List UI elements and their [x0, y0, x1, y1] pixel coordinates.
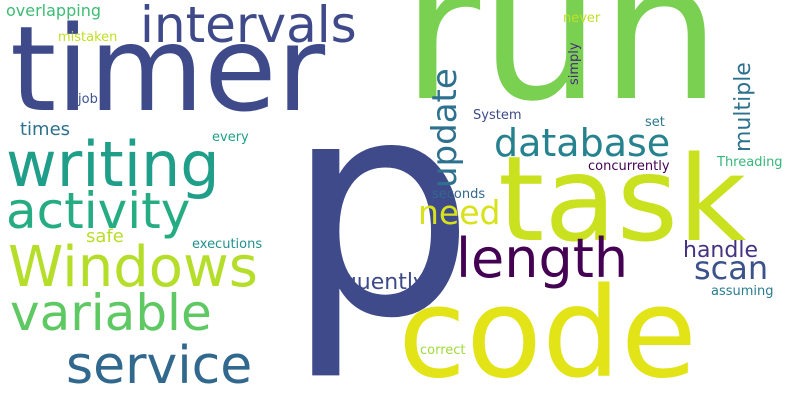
word-need: need	[418, 193, 501, 232]
word-frequently: frequently	[313, 270, 426, 295]
word-handle: handle	[683, 238, 758, 263]
word-mistaken: mistaken	[58, 30, 118, 45]
word-executions: executions	[192, 237, 263, 252]
word-service: service	[66, 336, 253, 396]
word-times: times	[20, 119, 71, 140]
word-never: never	[563, 11, 601, 26]
word-update: update	[425, 68, 465, 188]
word-assuming: assuming	[711, 284, 774, 299]
word-every: every	[212, 130, 249, 145]
word-seconds: seconds	[432, 187, 486, 202]
word-correct: correct	[420, 343, 466, 358]
word-safe: safe	[86, 226, 124, 247]
word-threading: Threading	[717, 155, 783, 170]
word-intervals: intervals	[140, 0, 357, 54]
word-simply: simply	[567, 42, 582, 85]
word-variable: variable	[10, 284, 212, 342]
word-system: System	[473, 108, 522, 123]
word-database: database	[494, 121, 671, 165]
word-overlapping: overlapping	[6, 1, 101, 20]
word-activity: activity	[6, 182, 191, 240]
word-p: p	[285, 35, 476, 384]
word-job: job	[78, 92, 98, 107]
word-set: set	[645, 115, 665, 130]
word-concurrently: concurrently	[588, 159, 670, 174]
word-task: task	[498, 130, 747, 268]
word-code: code	[398, 262, 698, 400]
word-length: length	[456, 227, 629, 290]
word-scan: scan	[694, 249, 769, 287]
word-multiple: multiple	[731, 62, 756, 152]
word-writing: writing	[6, 128, 220, 201]
word-timer: timer	[10, 0, 326, 138]
word-windows: Windows	[8, 235, 258, 300]
word-run: run	[402, 0, 721, 143]
